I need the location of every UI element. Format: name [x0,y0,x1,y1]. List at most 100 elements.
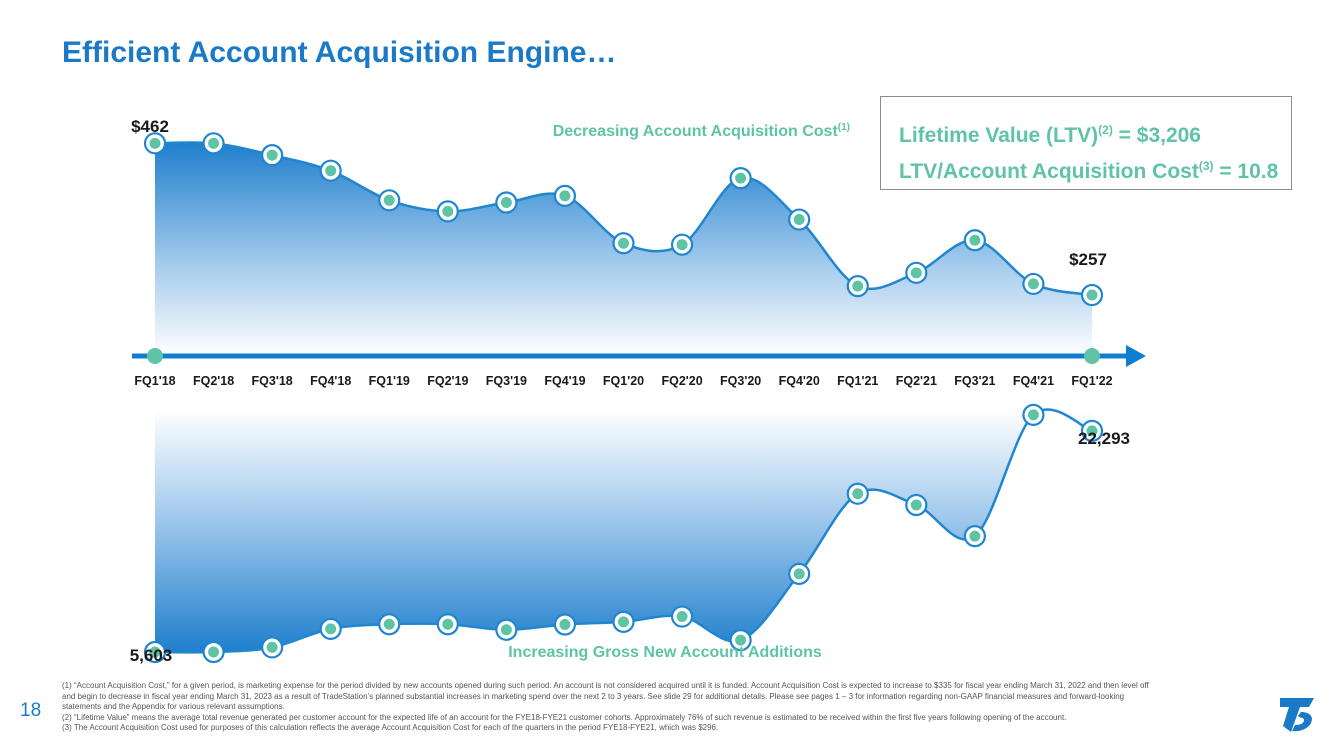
footnote-3: (3) The Account Acquisition Cost used fo… [62,723,719,732]
acquisition-chart: FQ1'18 FQ2'18 FQ3'18 FQ4'18 FQ1'19 FQ2'19 FQ3'… [130,117,1146,665]
accounts-area-fill [155,409,1092,653]
accounts-point [202,640,225,664]
ltv-footnote-ref: (2) [1098,123,1113,137]
ltv-line: Lifetime Value (LTV)(2) = $3,206 [899,115,1291,151]
accounts-point [378,613,401,636]
accounts-point [436,613,459,636]
accounts-point-dot [852,488,864,500]
ltv-label: Lifetime Value (LTV) [899,124,1099,147]
cost-point [261,144,284,167]
cost-point [612,232,635,255]
cost-point-dot [910,267,922,279]
x-tick-label: FQ1'21 [837,374,878,388]
cost-point-dot [149,137,161,149]
accounts-point-dot [1086,425,1098,437]
accounts-point-dot [442,618,454,630]
x-tick-label: FQ1'19 [369,374,410,388]
cost-data-label: $462 [131,117,169,136]
cost-point [846,275,869,298]
axis-arrow-icon [1126,345,1146,367]
footnotes: (1) “Account Acquisition Cost,” for a gi… [62,681,1162,734]
x-tick-label: FQ3'19 [486,374,527,388]
accounts-point-dot [793,568,805,580]
accounts-point [143,640,167,664]
axis-end-marker [1084,348,1100,364]
cost-point [963,229,986,252]
cost-point [436,200,459,223]
accounts-point-dot [208,646,220,658]
accounts-data-label: 5,603 [130,646,173,665]
ltv-ratio-value: = 10.8 [1213,160,1279,183]
cost-point-dot [500,197,512,209]
cost-point-dot [793,214,805,226]
accounts-point-dot [149,646,161,658]
cost-point [670,233,694,256]
cost-point [1080,283,1104,307]
cost-point [143,132,167,155]
accounts-point [729,629,752,652]
accounts-point [612,610,635,633]
accounts-point [846,482,869,505]
accounts-point [1022,403,1045,426]
x-tick-label: FQ2'18 [193,374,234,388]
x-tick-label: FQ1'18 [134,374,175,388]
accounts-point [963,525,986,548]
accounts-point-dot [325,623,337,635]
x-tick-label: FQ4'20 [779,374,820,388]
accounts-data-label: 22,293 [1078,429,1130,448]
cost-point-dot [676,239,688,251]
accounts-point [553,613,577,636]
x-tick-label: FQ3'21 [954,374,995,388]
cost-point [495,191,518,214]
ltv-ratio-footnote-ref: (3) [1198,159,1214,173]
cost-point-dot [1086,289,1098,301]
ltv-ratio-label: LTV/Account Acquisition Cost [899,160,1199,183]
accounts-point [261,636,284,659]
accounts-point-dot [969,530,981,542]
cost-point-dot [383,194,395,206]
accounts-point [319,617,342,640]
x-tick-label: FQ2'20 [661,374,702,388]
cost-point-dot [559,190,571,202]
cost-chart-title: Decreasing Account Acquisition Cost(1) [553,122,850,140]
footnote-2: (2) “Lifetime Value” means the average t… [62,712,1067,722]
cost-point-dot [325,165,337,177]
new-accounts-series [143,403,1104,664]
x-tick-label: FQ3'18 [252,374,293,388]
cost-point [553,184,577,207]
x-tick-label: FQ2'21 [896,374,937,388]
accounts-point [905,493,928,517]
cost-point [378,189,401,212]
cost-data-label: $257 [1069,250,1107,269]
x-tick-label: FQ1'20 [603,374,644,388]
cost-point-dot [1027,278,1039,290]
cost-point [319,159,342,182]
accounts-point-dot [1027,409,1039,421]
accounts-point-dot [676,611,688,623]
cost-point-dot [266,149,278,161]
cost-point-dot [969,234,981,246]
accounts-point [670,605,694,628]
tradestation-logo-icon [1280,698,1314,732]
accounts-point-dot [266,641,278,653]
x-tick-label: FQ2'19 [427,374,468,388]
accounts-point [788,562,811,585]
x-tick-label: FQ4'19 [544,374,585,388]
cost-point [905,261,928,284]
cost-point-dot [208,137,220,149]
accounts-point-dot [735,634,747,646]
cost-point [1022,272,1045,296]
accounts-point-dot [559,618,571,630]
cost-point-dot [442,205,454,217]
accounts-chart-title: Increasing Gross New Account Additions [508,644,822,661]
page-title: Efficient Account Acquisition Engine… [62,36,617,69]
cost-point-dot [852,280,864,292]
cost-point-dot [735,172,747,184]
ltv-value: = $3,206 [1112,124,1201,147]
cost-point-dot [618,237,629,249]
acquisition-cost-series [143,132,1104,356]
time-axis: FQ1'18 FQ2'18 FQ3'18 FQ4'18 FQ1'19 FQ2'19 FQ3'… [132,345,1146,388]
ltv-summary-box: Lifetime Value (LTV)(2) = $3,206 LTV/Acc… [880,96,1292,190]
x-tick-label: FQ3'20 [720,374,761,388]
accounts-point-dot [910,499,922,511]
